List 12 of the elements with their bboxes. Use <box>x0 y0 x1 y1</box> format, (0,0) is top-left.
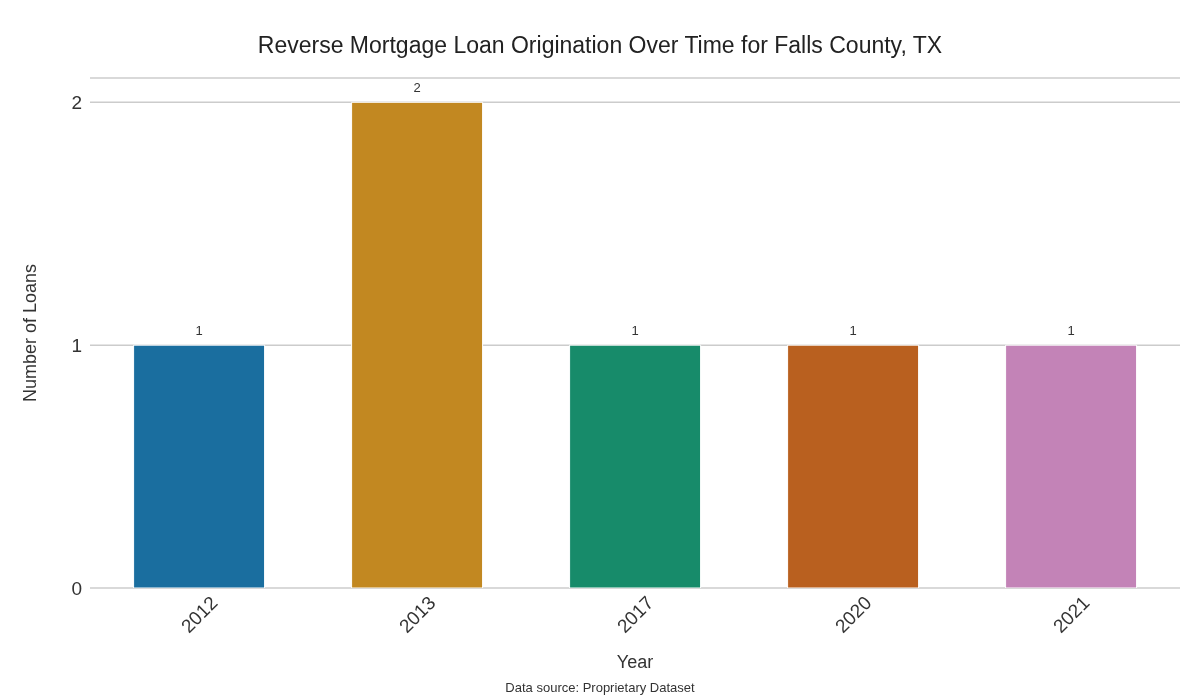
chart-title: Reverse Mortgage Loan Origination Over Time for Falls County, TX <box>256 32 944 59</box>
x-axis-title: Year <box>616 652 654 672</box>
data-label: 1 <box>195 323 203 339</box>
y-tick-label: 0 <box>71 577 82 599</box>
data-label: 2 <box>413 80 421 96</box>
y-tick-label: 2 <box>71 92 82 114</box>
y-tick-label: 1 <box>71 334 82 356</box>
data-label: 1 <box>849 323 857 339</box>
data-label: 1 <box>1067 323 1075 339</box>
data-label: 1 <box>631 323 639 339</box>
y-axis-title: Number of Loans <box>20 263 41 403</box>
source-note: Data source: Proprietary Dataset <box>504 680 696 695</box>
